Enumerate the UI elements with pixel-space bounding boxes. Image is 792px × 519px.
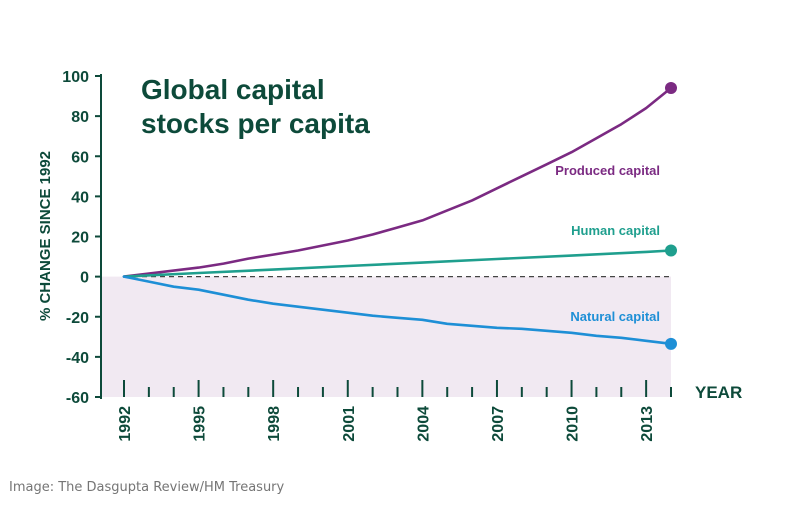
y-tick-label: 40: [71, 189, 89, 206]
y-tick-label: -60: [66, 390, 89, 407]
y-tick-label: -20: [66, 310, 89, 327]
human-capital-end-point: [665, 244, 677, 257]
natural-capital-label: Natural capital: [570, 309, 660, 324]
produced-capital-line: [122, 86, 673, 278]
produced-capital-end-point: [665, 82, 677, 95]
y-tick-label: -40: [66, 350, 89, 367]
x-tick-label: 1992: [117, 406, 134, 442]
natural-capital-end-point: [665, 337, 677, 350]
human-capital-line: [122, 249, 673, 278]
x-tick-label: 2010: [565, 406, 582, 442]
chart-title-line: Global capital: [141, 74, 325, 105]
x-tick-label: 2001: [341, 406, 358, 442]
human-capital-label: Human capital: [571, 223, 660, 238]
x-tick-label: 1998: [266, 406, 283, 442]
y-tick-label: 100: [62, 69, 89, 86]
y-tick-label: 60: [71, 149, 89, 166]
image-credit: Image: The Dasgupta Review/HM Treasury: [9, 480, 285, 495]
x-tick-label: 2013: [639, 406, 656, 442]
x-tick-label: 2007: [490, 406, 507, 442]
x-axis-title: YEAR: [695, 383, 742, 402]
x-tick-label: 2004: [415, 406, 432, 442]
produced-capital-label: Produced capital: [555, 163, 660, 178]
y-tick-label: 80: [71, 109, 89, 126]
below-zero-region: [102, 276, 671, 397]
natural-capital-line: [122, 275, 673, 346]
x-tick-label: 1995: [192, 406, 209, 442]
y-tick-label: 0: [80, 270, 89, 287]
y-axis-title: % CHANGE SINCE 1992: [37, 151, 54, 321]
y-tick-label: 20: [71, 230, 89, 247]
chart-title-line: stocks per capita: [141, 108, 370, 139]
